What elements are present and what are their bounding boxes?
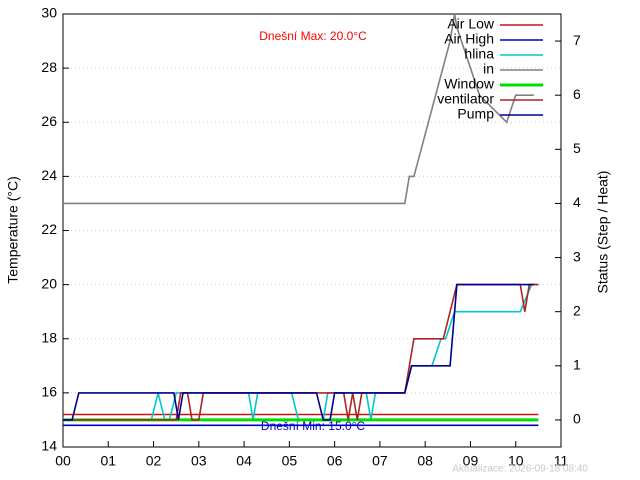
x-tick-label: 05 bbox=[282, 453, 298, 469]
annotation: Dnešní Min: 15.0°C bbox=[261, 419, 366, 433]
y-tick-label: 28 bbox=[41, 59, 57, 75]
y2-axis-label: Status (Step / Heat) bbox=[595, 171, 611, 294]
legend-label: Window bbox=[444, 76, 495, 92]
update-note: Aktualizace: 2026-09-18 08:40 bbox=[452, 464, 588, 475]
x-tick-label: 08 bbox=[417, 453, 433, 469]
legend-label: ventilator bbox=[437, 91, 494, 107]
series-line bbox=[63, 283, 534, 421]
y2-tick-label: 4 bbox=[573, 194, 581, 210]
legend-label: hlina bbox=[464, 46, 494, 62]
y2-tick-label: 2 bbox=[573, 302, 581, 318]
legend-label: Air Low bbox=[447, 16, 495, 32]
y2-tick-label: 6 bbox=[573, 86, 581, 102]
series-line bbox=[63, 283, 539, 421]
x-tick-label: 07 bbox=[372, 453, 388, 469]
x-tick-label: 00 bbox=[55, 453, 71, 469]
x-tick-label: 04 bbox=[236, 453, 252, 469]
x-tick-label: 10 bbox=[508, 453, 524, 469]
x-tick-label: 09 bbox=[463, 453, 479, 469]
y2-tick-label: 7 bbox=[573, 32, 581, 48]
y-tick-label: 14 bbox=[41, 438, 57, 454]
y-tick-label: 30 bbox=[41, 5, 57, 21]
y-tick-label: 26 bbox=[41, 113, 57, 129]
x-tick-label: 03 bbox=[191, 453, 207, 469]
y-tick-label: 22 bbox=[41, 221, 57, 237]
y-axis-label: Temperature (°C) bbox=[5, 176, 21, 284]
y-tick-label: 20 bbox=[41, 275, 57, 291]
y-tick-label: 18 bbox=[41, 329, 57, 345]
x-tick-label: 11 bbox=[554, 453, 569, 469]
x-tick-label: 06 bbox=[327, 453, 343, 469]
legend-label: Air High bbox=[444, 31, 494, 47]
y2-tick-label: 5 bbox=[573, 140, 581, 156]
x-tick-label: 02 bbox=[146, 453, 162, 469]
y-tick-label: 24 bbox=[41, 167, 57, 183]
annotation: Dnešní Max: 20.0°C bbox=[259, 29, 367, 43]
y2-tick-label: 1 bbox=[573, 357, 581, 373]
y2-tick-label: 3 bbox=[573, 248, 581, 264]
y-tick-label: 16 bbox=[41, 384, 57, 400]
legend-label: Pump bbox=[457, 106, 494, 122]
y2-tick-label: 0 bbox=[573, 411, 581, 427]
legend-label: in bbox=[483, 61, 494, 77]
series-line bbox=[63, 13, 534, 205]
plot-frame bbox=[62, 13, 562, 448]
x-tick-label: 01 bbox=[100, 453, 116, 469]
